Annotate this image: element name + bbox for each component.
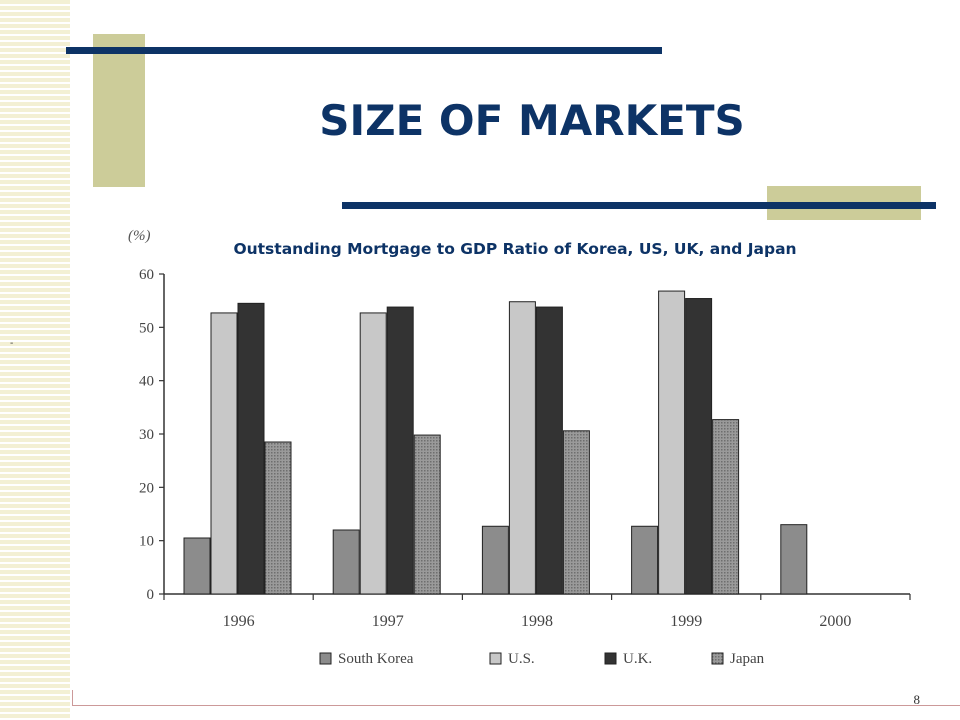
- y-tick-label: 10: [139, 534, 154, 550]
- bar: [332, 529, 360, 595]
- bar: [712, 419, 740, 595]
- bar: [508, 301, 536, 595]
- bar: [386, 306, 414, 595]
- bar: [535, 306, 563, 595]
- y-tick-label: 0: [147, 587, 155, 603]
- bar: [780, 524, 808, 595]
- legend-swatch: [319, 652, 332, 665]
- chart: 0 10 20 30 40 50 60 (%) 1996 1997 1998 1999 2000 Sout…: [128, 228, 911, 667]
- bar: [562, 430, 590, 595]
- legend-swatch: [711, 652, 724, 665]
- x-tick-label: 1998: [521, 613, 553, 630]
- bar: [210, 312, 238, 595]
- bar: [685, 298, 713, 595]
- stray-mark: -: [10, 338, 14, 349]
- x-tick-label: 1997: [372, 613, 404, 630]
- x-tick-label: 1996: [223, 613, 255, 630]
- bar: [359, 312, 387, 595]
- y-tick-label: 20: [139, 480, 154, 496]
- bar: [481, 525, 509, 595]
- bar: [631, 525, 659, 595]
- bar: [237, 302, 265, 595]
- decorative-stripes: [0, 0, 70, 720]
- legend-swatch: [489, 652, 502, 665]
- chart-title: Outstanding Mortgage to GDP Ratio of Kor…: [233, 240, 797, 258]
- footer-line: [72, 705, 960, 706]
- x-tick-label: 2000: [819, 613, 851, 630]
- legend-swatch: [604, 652, 617, 665]
- y-tick-label: 60: [139, 267, 154, 283]
- y-tick-label: 30: [139, 427, 154, 443]
- bar: [413, 434, 441, 595]
- legend-label: South Korea: [338, 651, 414, 667]
- olive-accent-block-left: [93, 34, 145, 187]
- y-tick-label: 50: [139, 320, 154, 336]
- legend-label: U.S.: [508, 651, 535, 667]
- bar: [264, 441, 292, 595]
- page-number: 8: [913, 692, 921, 707]
- legend-label: U.K.: [623, 651, 652, 667]
- bar: [183, 537, 211, 595]
- x-tick-label: 1999: [670, 613, 702, 630]
- legend-label: Japan: [730, 651, 765, 667]
- title-rule-bottom: [342, 202, 936, 209]
- y-tick-label: 40: [139, 374, 154, 390]
- y-axis-unit-label: (%): [128, 228, 151, 244]
- bar: [658, 290, 686, 595]
- title-rule-top: [66, 47, 662, 54]
- footer-tick: [72, 690, 73, 706]
- slide-title: SIZE OF MARKETS: [319, 96, 745, 145]
